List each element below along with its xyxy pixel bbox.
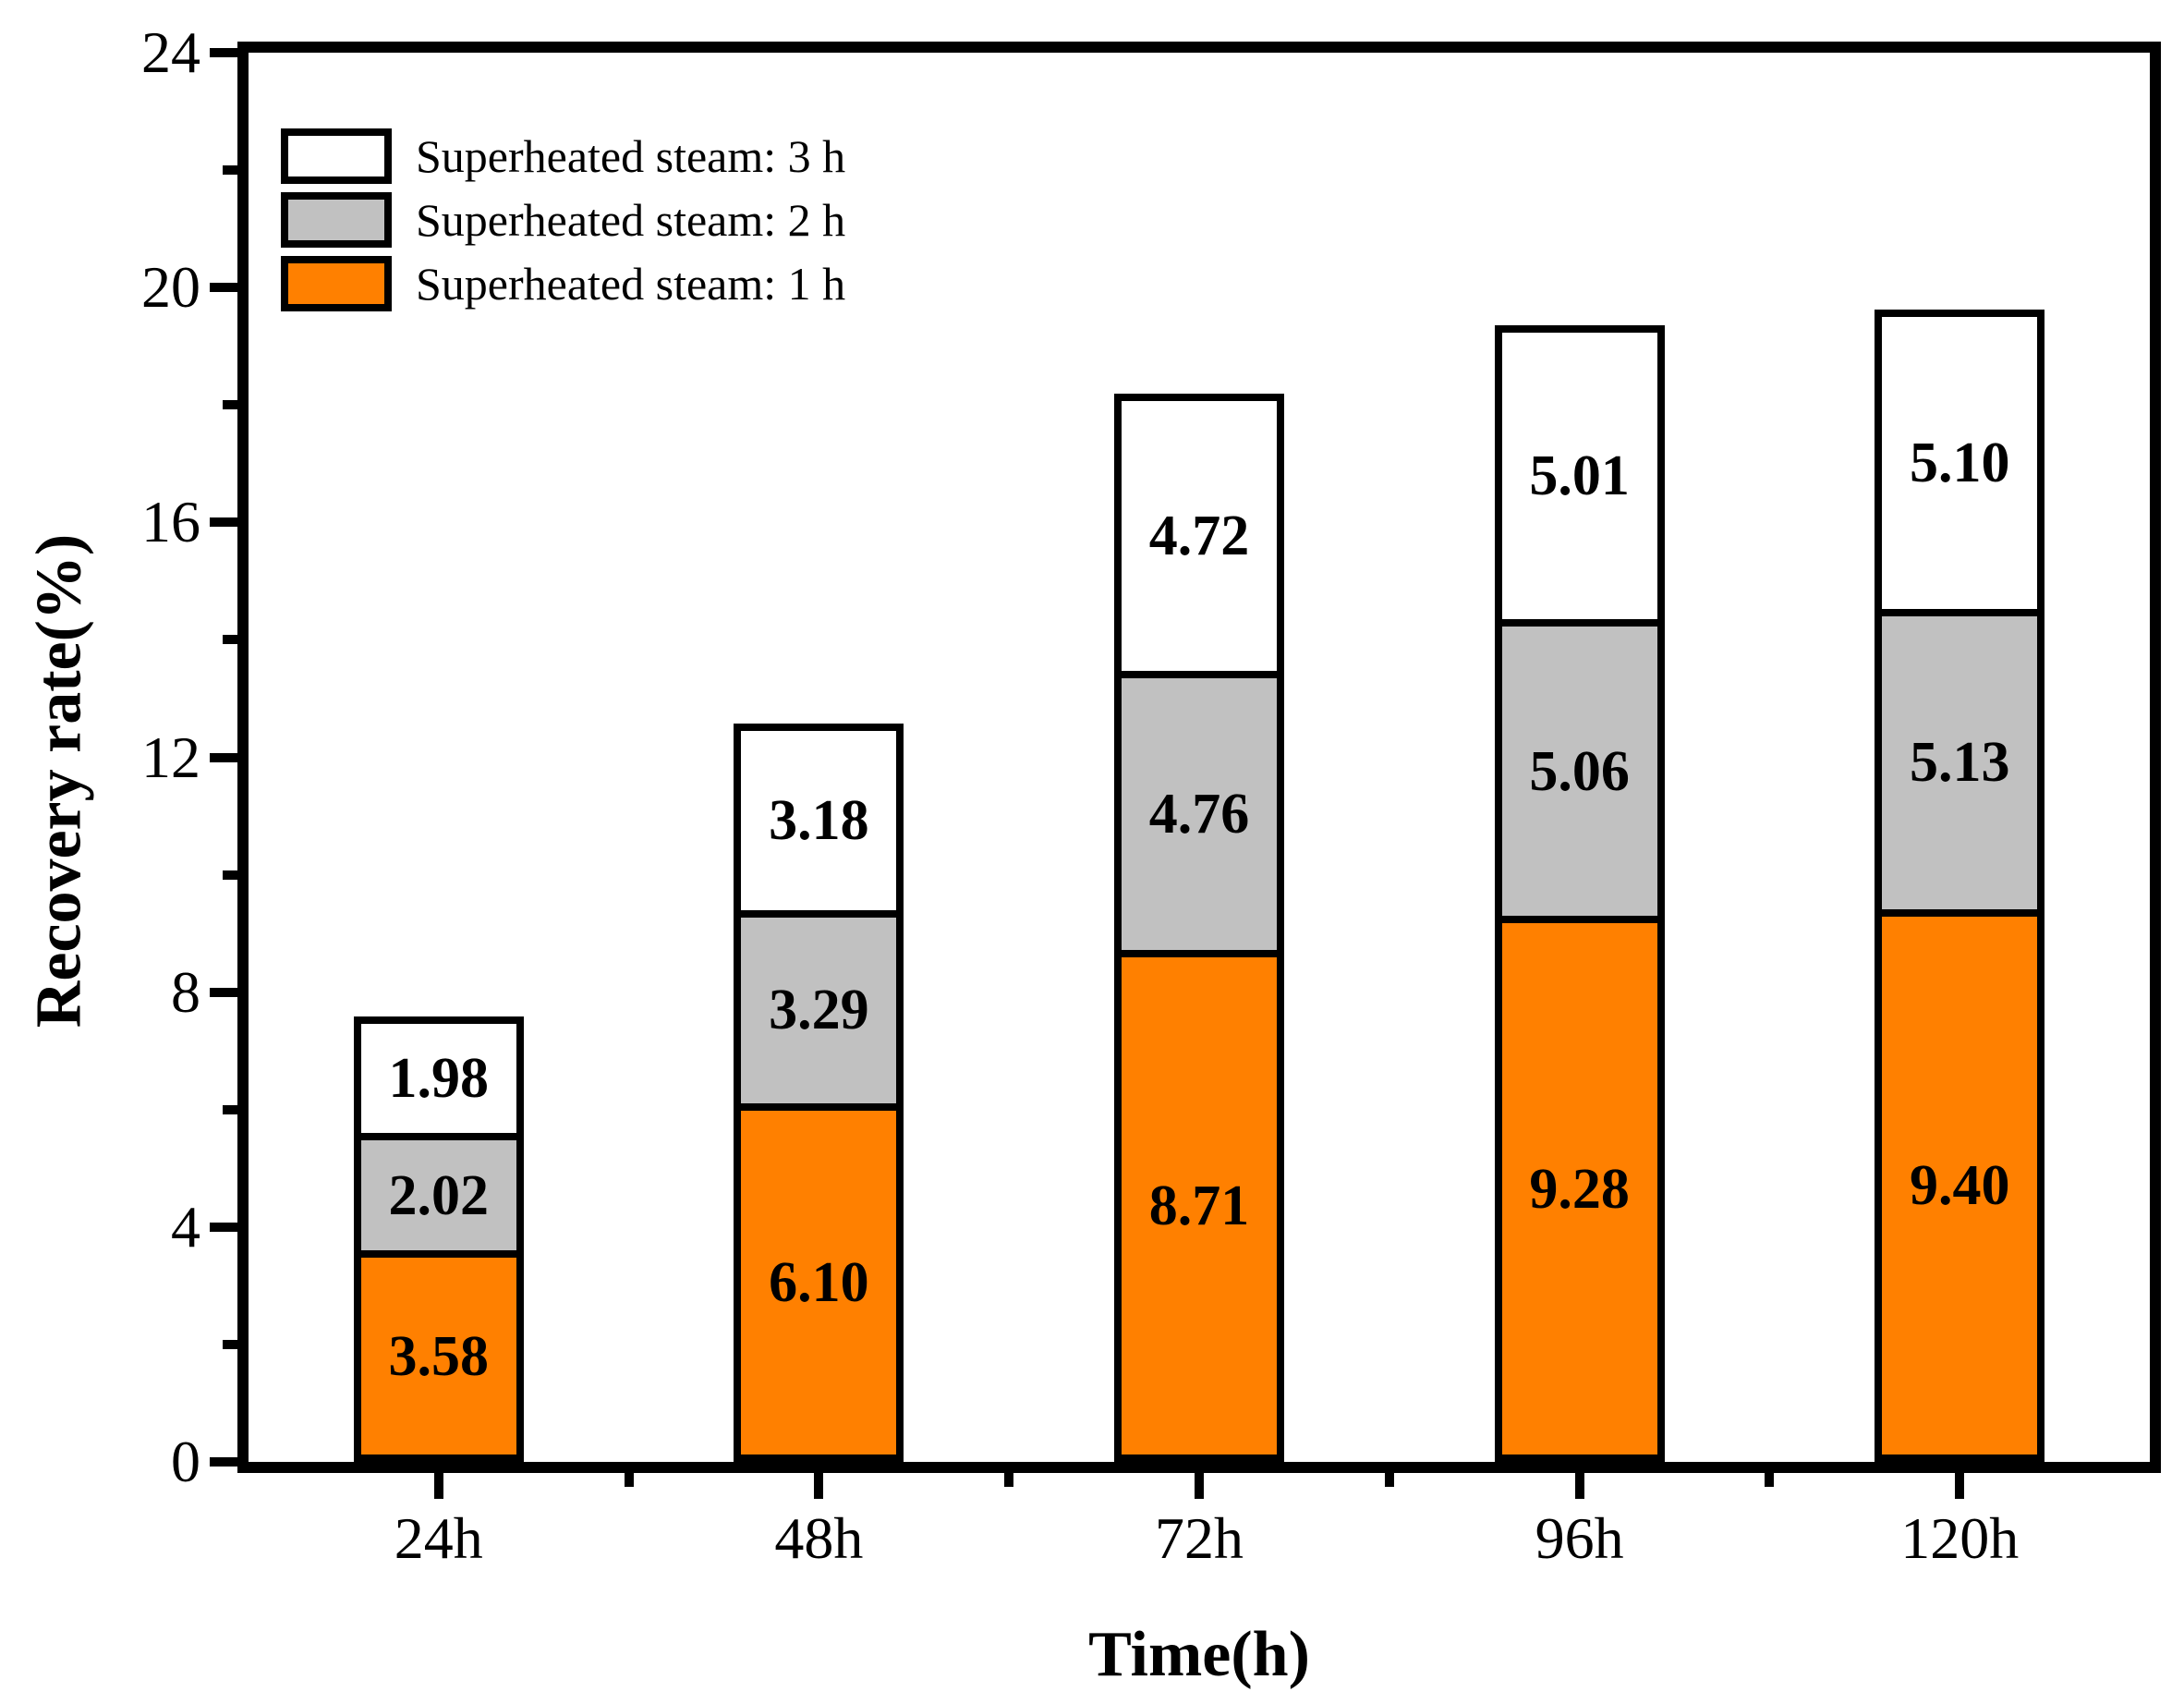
x-axis-minor-tick xyxy=(624,1473,634,1487)
bar-value-label: 8.71 xyxy=(1148,1174,1250,1237)
bar-segment: 5.13 xyxy=(1882,608,2038,910)
x-tick-label: 24h xyxy=(394,1505,483,1571)
bar-segment: 9.40 xyxy=(1882,909,2038,1454)
bar-segment: 6.10 xyxy=(741,1102,897,1454)
legend-swatch xyxy=(281,128,392,184)
y-tick-label: 24 xyxy=(141,19,200,85)
legend-item: Superheated steam: 2 h xyxy=(281,192,845,248)
bar-value-label: 9.40 xyxy=(1909,1154,2010,1218)
bar-value-label: 3.18 xyxy=(769,789,869,853)
y-axis-major-tick xyxy=(210,1222,237,1232)
y-axis-major-tick xyxy=(210,283,237,293)
bar-segment: 5.10 xyxy=(1882,317,2038,609)
y-axis-major-tick xyxy=(210,752,237,762)
y-axis-major-tick xyxy=(210,987,237,997)
y-tick-label: 4 xyxy=(171,1193,200,1260)
bar-value-label: 5.13 xyxy=(1909,731,2010,795)
x-axis-minor-tick xyxy=(1004,1473,1014,1487)
y-axis-minor-tick xyxy=(223,165,237,176)
bar-value-label: 3.29 xyxy=(769,979,869,1042)
x-axis-minor-tick xyxy=(1765,1473,1775,1487)
stacked-bar-24h: 1.98 2.02 3.58 xyxy=(353,1016,524,1462)
bar-segment: 4.76 xyxy=(1122,670,1277,950)
y-axis-minor-tick xyxy=(223,400,237,410)
legend-label: Superheated steam: 3 h xyxy=(416,130,846,182)
x-axis-title: Time(h) xyxy=(1088,1619,1310,1690)
x-axis-minor-tick xyxy=(1384,1473,1394,1487)
x-tick-label: 120h xyxy=(1900,1505,2020,1571)
bar-value-label: 3.58 xyxy=(388,1324,490,1388)
bar-value-label: 4.72 xyxy=(1148,504,1250,567)
bar-segment: 5.01 xyxy=(1501,333,1657,620)
bar-value-label: 5.01 xyxy=(1529,444,1630,508)
legend: Superheated steam: 3 h Superheated steam:… xyxy=(281,128,845,311)
bar-segment: 3.29 xyxy=(741,910,897,1103)
bar-segment: 9.28 xyxy=(1501,916,1657,1455)
stacked-bar-120h: 5.10 5.13 9.40 xyxy=(1875,310,2045,1462)
bar-value-label: 4.76 xyxy=(1148,782,1250,846)
plot-area: 1.98 2.02 3.58 3.18 3.29 6.10 4.72 4.76 8.71 5.01… xyxy=(210,42,2161,1499)
x-tick-label: 72h xyxy=(1155,1505,1244,1571)
bar-segment: 1.98 xyxy=(360,1024,516,1133)
bar-segment: 4.72 xyxy=(1122,401,1277,671)
stacked-bar-96h: 5.01 5.06 9.28 xyxy=(1494,325,1665,1462)
x-axis-major-tick xyxy=(433,1473,443,1499)
y-axis-major-tick xyxy=(210,1457,237,1467)
bar-segment: 3.18 xyxy=(741,731,897,911)
stacked-bar-48h: 3.18 3.29 6.10 xyxy=(734,724,904,1462)
bar-value-label: 5.06 xyxy=(1529,739,1630,803)
y-axis-major-tick xyxy=(210,48,237,57)
y-axis-major-tick xyxy=(210,517,237,528)
y-axis-minor-tick xyxy=(223,1104,237,1114)
x-axis-major-tick xyxy=(1574,1473,1584,1499)
legend-label: Superheated steam: 2 h xyxy=(416,194,846,246)
x-axis-major-tick xyxy=(1955,1473,1965,1499)
legend-swatch xyxy=(281,256,392,311)
x-axis-major-tick xyxy=(814,1473,824,1499)
legend-label: Superheated steam: 1 h xyxy=(416,258,846,310)
bar-segment: 5.06 xyxy=(1501,619,1657,917)
legend-item: Superheated steam: 3 h xyxy=(281,128,845,184)
y-tick-label: 12 xyxy=(141,724,200,790)
bar-value-label: 5.10 xyxy=(1909,431,2010,494)
bar-value-label: 2.02 xyxy=(388,1163,490,1227)
legend-item: Superheated steam: 1 h xyxy=(281,256,845,311)
bar-value-label: 9.28 xyxy=(1529,1157,1630,1221)
y-axis-minor-tick xyxy=(223,870,237,880)
y-tick-label: 16 xyxy=(141,489,200,555)
stacked-bar-72h: 4.72 4.76 8.71 xyxy=(1114,394,1284,1462)
y-tick-label: 0 xyxy=(171,1429,200,1494)
legend-swatch xyxy=(281,192,392,248)
x-axis-major-tick xyxy=(1195,1473,1204,1499)
y-axis-minor-tick xyxy=(223,635,237,645)
bar-value-label: 6.10 xyxy=(769,1250,869,1314)
bar-segment: 3.58 xyxy=(360,1250,516,1454)
bar-segment: 2.02 xyxy=(360,1132,516,1251)
y-tick-label: 20 xyxy=(141,254,200,321)
x-tick-label: 48h xyxy=(774,1505,864,1571)
bar-segment: 8.71 xyxy=(1122,949,1277,1454)
x-tick-label: 96h xyxy=(1535,1505,1624,1571)
bar-value-label: 1.98 xyxy=(388,1046,490,1110)
y-tick-label: 8 xyxy=(171,958,200,1025)
y-axis-minor-tick xyxy=(223,1339,237,1349)
